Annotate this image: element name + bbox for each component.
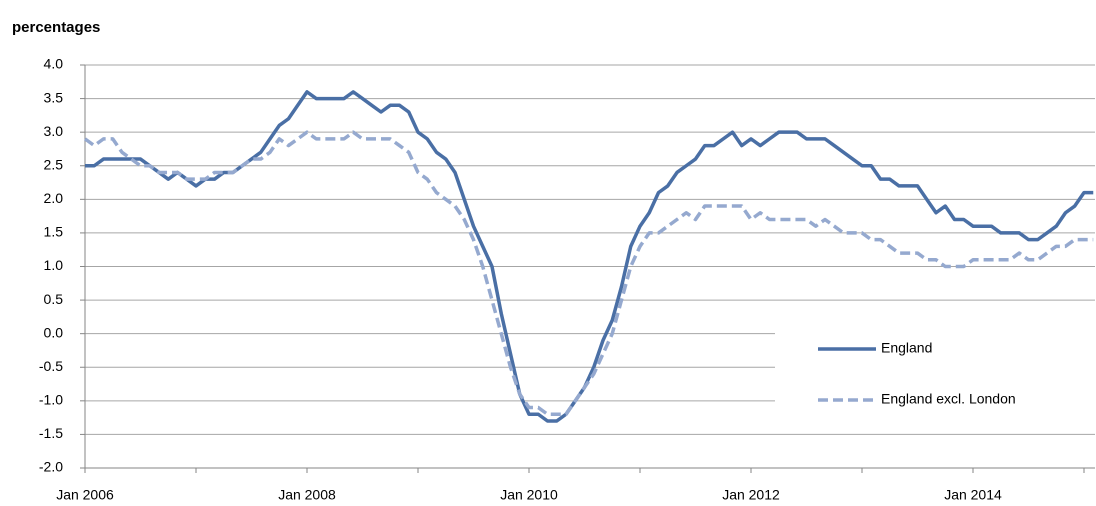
x-tick-label: Jan 2006 [56,487,114,503]
y-tick-label: -1.5 [39,425,63,441]
y-tick-label: 2.0 [44,190,64,206]
y-tick-label: 0.0 [44,324,64,340]
chart-title: percentages [12,19,100,36]
legend-box [775,318,1095,430]
x-tick-label: Jan 2014 [944,487,1002,503]
line-series [85,90,1094,423]
legend-label: England [881,340,932,356]
y-tick-label: -2.0 [39,459,63,475]
y-tick-label: 1.5 [44,224,64,240]
y-tick-label: -1.0 [39,392,63,408]
y-tick-label: -0.5 [39,358,63,374]
y-tick-label: 3.0 [44,123,64,139]
y-tick-label: 0.5 [44,291,64,307]
y-tick-label: 1.0 [44,257,64,273]
y-tick-label: 2.5 [44,156,64,172]
x-tick-label: Jan 2008 [278,487,336,503]
y-tick-label: 4.0 [44,56,64,72]
legend-label: England excl. London [881,391,1016,407]
y-tick-label: 3.5 [44,89,64,105]
x-tick-label: Jan 2012 [722,487,780,503]
x-tick-label: Jan 2010 [500,487,558,503]
